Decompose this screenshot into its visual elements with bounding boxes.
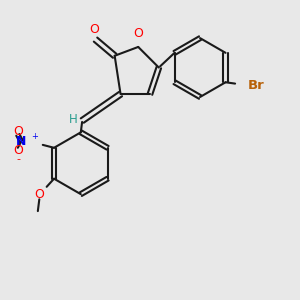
- Text: O: O: [13, 144, 23, 157]
- Text: Br: Br: [248, 79, 265, 92]
- Text: -: -: [16, 154, 20, 165]
- Text: +: +: [31, 132, 38, 141]
- Text: O: O: [89, 23, 99, 36]
- Text: O: O: [13, 125, 23, 138]
- Text: O: O: [34, 188, 44, 201]
- Text: O: O: [133, 28, 143, 40]
- Text: N: N: [16, 135, 27, 148]
- Text: H: H: [68, 112, 77, 126]
